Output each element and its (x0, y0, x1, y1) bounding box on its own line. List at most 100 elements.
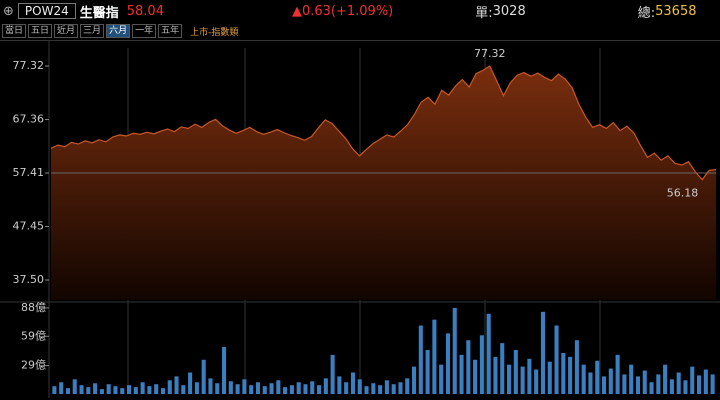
volume-bar (194, 382, 199, 394)
volume-bar (418, 325, 423, 394)
volume-bar (371, 383, 376, 394)
range-button[interactable]: 當日 (2, 24, 27, 38)
volume-bar (405, 378, 410, 394)
index-name: 生醫指 (79, 5, 119, 21)
volume-bar (255, 382, 260, 394)
range-button[interactable]: 五日 (28, 24, 53, 38)
volume-bar (690, 366, 695, 394)
volume-bar (303, 384, 308, 394)
volume-bar (357, 379, 362, 394)
volume-bar (629, 364, 634, 394)
volume-bar (439, 364, 444, 394)
volume-bar (425, 349, 430, 394)
range-button[interactable]: 五年 (158, 24, 183, 38)
chart: 77.32 67.36 57.41 47.45 37.50 77.32 56.18 88億 59… (0, 40, 720, 398)
range-button[interactable]: 三月 (80, 24, 105, 38)
volume-bar (452, 307, 457, 394)
volume-bar (140, 382, 145, 394)
volume-bar (493, 356, 498, 394)
volume-bar (527, 358, 532, 394)
volume-bar (703, 369, 708, 394)
volume-bar (412, 366, 417, 394)
volume-bar (459, 354, 464, 394)
total-value: 53658 (655, 3, 697, 19)
total-label: 總: (637, 5, 656, 21)
volume-bar (595, 360, 600, 394)
volume-bar (330, 354, 335, 394)
volume-bar (249, 385, 254, 394)
volume-bar (188, 372, 193, 394)
volume-bar (174, 376, 179, 394)
volume-bar (215, 383, 220, 394)
volume-bar (337, 376, 342, 394)
volume-bar (160, 388, 165, 394)
y-tick-label: 37.50 (13, 273, 45, 286)
volume-bar (228, 381, 233, 394)
volume-bar (208, 378, 213, 394)
volume-bar (378, 385, 383, 394)
y-tick-label: 57.41 (13, 166, 45, 179)
range-button[interactable]: 六月 (106, 24, 131, 38)
volume-bar (568, 356, 573, 394)
volume-bar (262, 386, 267, 394)
volume-bar (635, 376, 640, 394)
volume-bar (317, 385, 322, 394)
volume-bar (364, 386, 369, 394)
volume-bar (167, 380, 172, 394)
volume-bar (113, 386, 118, 394)
volume-bar (201, 359, 206, 394)
max-annotation: 77.32 (474, 47, 506, 60)
market-label[interactable]: 上市-指數類 (190, 27, 239, 38)
volume-bar (540, 311, 545, 394)
volume-bar (486, 313, 491, 394)
volume-bar (615, 354, 620, 394)
volume-bar (697, 375, 702, 394)
volume-bar (649, 382, 654, 394)
volume-bar (507, 364, 512, 394)
volume-bar (344, 382, 349, 394)
volume-bar (59, 382, 64, 394)
volume-bar (669, 379, 674, 394)
volume-bar (398, 382, 403, 394)
volume-bar (656, 374, 661, 394)
y-tick-label: 29億 (21, 359, 46, 372)
volume-bar (602, 376, 607, 394)
volume-bar (127, 385, 132, 394)
unit-label: 單: (475, 5, 493, 21)
add-icon[interactable]: ⊕ (3, 3, 14, 19)
volume-bar (663, 364, 668, 394)
volume-bar (473, 359, 478, 394)
volume-bar (676, 372, 681, 394)
volume-bar (65, 388, 70, 394)
volume-bar (310, 381, 315, 394)
volume-bar (466, 340, 471, 394)
volume-bar (432, 319, 437, 394)
volume-bar (350, 372, 355, 394)
volume-bar (235, 384, 240, 394)
range-button[interactable]: 近月 (54, 24, 79, 38)
volume-bar (99, 389, 104, 394)
price-area (51, 66, 716, 300)
volume-bar (86, 387, 91, 394)
header: ⊕ POW24 生醫指 58.04 ▲0.63(+1.09%) 單: 3028 … (0, 0, 720, 22)
volume-bar (445, 333, 450, 394)
code-input[interactable]: POW24 (17, 3, 76, 19)
volume-bar (500, 343, 505, 394)
volume-bar (181, 385, 186, 394)
volume-bar (147, 386, 152, 394)
price-line (50, 65, 717, 181)
volume-bar (106, 384, 111, 394)
volume-bar (622, 374, 627, 394)
volume-bar (133, 387, 138, 394)
volume-bar (283, 387, 288, 394)
volume-bar (384, 380, 389, 394)
volume-bar (534, 369, 539, 394)
volume-bar (289, 385, 294, 394)
range-button[interactable]: 一年 (132, 24, 157, 38)
volume-bar (642, 370, 647, 394)
volume-bar (391, 384, 396, 394)
volume-bar (561, 352, 566, 394)
volume-bar (120, 388, 125, 394)
toolbar: 當日 五日 近月 三月 六月 一年 五年 上市-指數類 (0, 24, 720, 38)
volume-bar (52, 386, 57, 394)
